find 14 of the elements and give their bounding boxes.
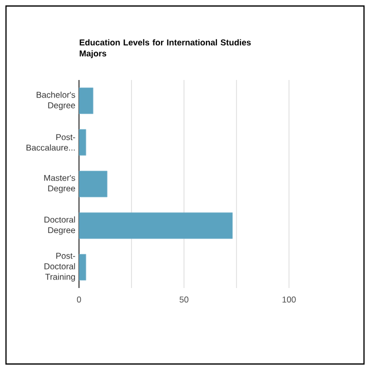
x-tick-label: 100 [282,296,296,303]
bar [79,88,94,114]
bar [79,212,233,239]
y-tick-label: Doctoral Degree [44,216,76,235]
bar [79,129,86,156]
y-tick-label: Post-Doctoral Training [44,252,76,282]
x-tick-label: 50 [180,296,188,303]
bar [79,170,108,198]
y-tick-label: Master's Degree [44,174,76,194]
chart-title: Education Levels for International Studies Majors [80,39,251,58]
bar [79,254,86,280]
y-tick-label: Post-Baccalaure... [26,134,76,151]
x-tick-label: 0 [76,296,82,303]
y-tick-label: Bachelor's Degree [36,92,76,110]
